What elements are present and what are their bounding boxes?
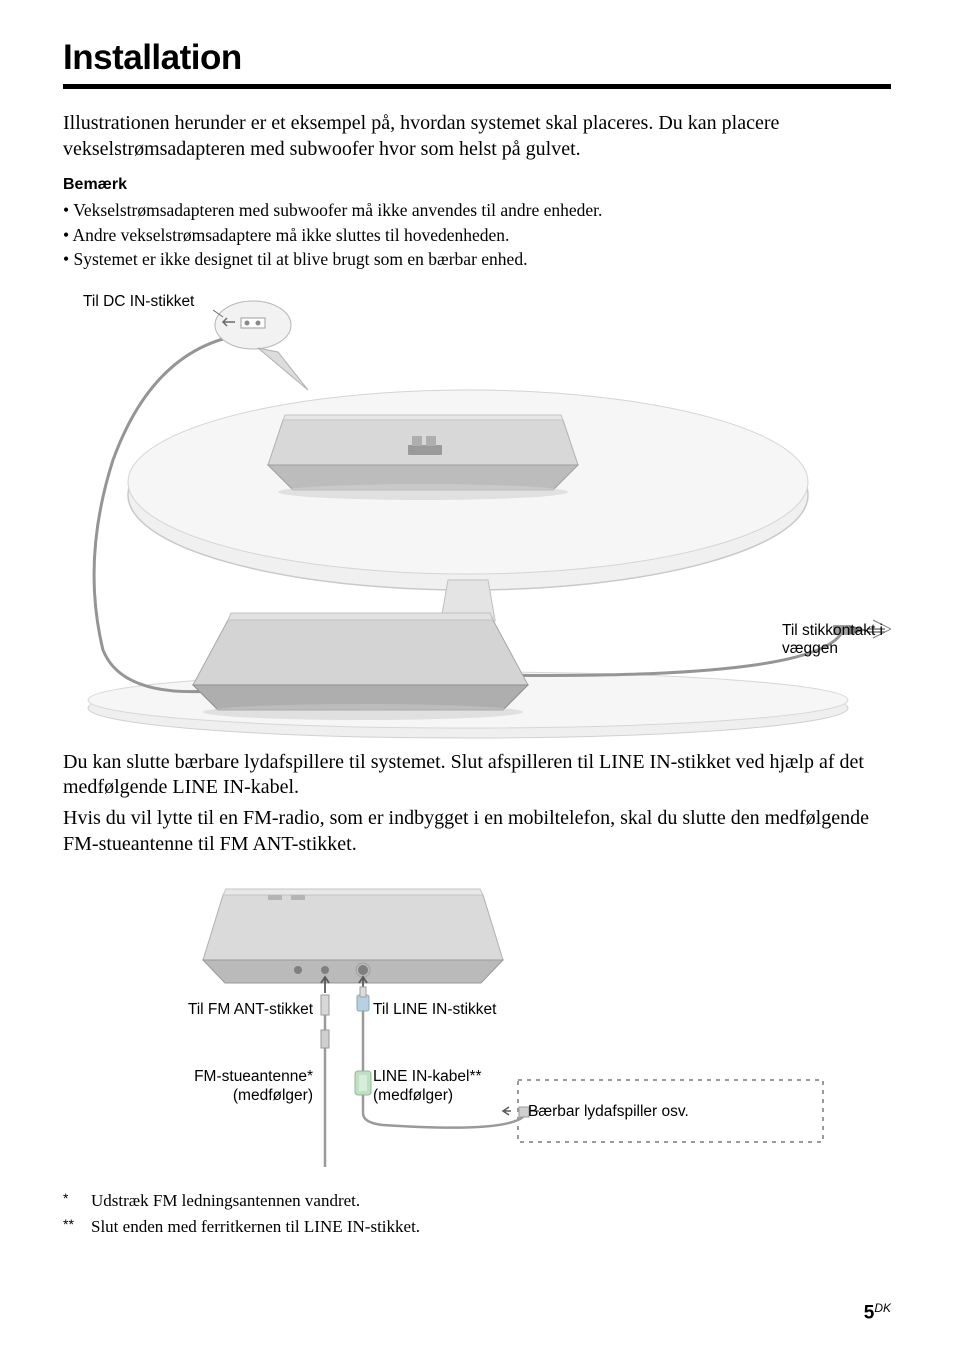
title-rule xyxy=(63,84,891,89)
footnote-2-text: Slut enden med ferritkernen til LINE IN-… xyxy=(91,1214,420,1240)
line-in-cable-label: LINE IN-kabel** (medfølger) xyxy=(373,1068,482,1105)
footnote-1-text: Udstræk FM ledningsantennen vandret. xyxy=(91,1188,360,1214)
mid-paragraph-1: Du kan slutte bærbare lydafspillere til … xyxy=(63,750,891,801)
connections-diagram: Til FM ANT-stikket Til LINE IN-stikket F… xyxy=(63,875,891,1170)
line-in-cable-line1: LINE IN-kabel** xyxy=(373,1068,482,1085)
note-item: Andre vekselstrømsadaptere må ikke slutt… xyxy=(63,223,891,248)
footnote-1-mark: * xyxy=(63,1188,91,1214)
page-title: Installation xyxy=(63,38,891,78)
portable-player-label: Bærbar lydafspiller osv. xyxy=(528,1103,689,1122)
installation-diagram: Til DC IN-stikket Til stikkontakt i vægg… xyxy=(63,280,891,740)
page-lang: DK xyxy=(874,1301,891,1315)
wall-outlet-callout: Til stikkontakt i væggen xyxy=(782,622,883,659)
wall-callout-line2: væggen xyxy=(782,640,838,657)
note-item: Systemet er ikke designet til at blive b… xyxy=(63,247,891,272)
note-heading: Bemærk xyxy=(63,176,891,194)
fm-antenna-line2: (medfølger) xyxy=(233,1087,313,1104)
footnote-2: ** Slut enden med ferritkernen til LINE … xyxy=(63,1214,891,1240)
intro-paragraph: Illustrationen herunder er et eksempel p… xyxy=(63,111,891,162)
footnote-1: * Udstræk FM ledningsantennen vandret. xyxy=(63,1188,891,1214)
installation-svg xyxy=(63,280,891,740)
wall-callout-line1: Til stikkontakt i xyxy=(782,622,883,639)
note-item: Vekselstrømsadapteren med subwoofer må i… xyxy=(63,198,891,223)
page-number: 5 xyxy=(864,1302,875,1323)
note-list: Vekselstrømsadapteren med subwoofer må i… xyxy=(63,198,891,272)
page-footer: 5DK xyxy=(864,1301,891,1324)
line-in-callout: Til LINE IN-stikket xyxy=(373,1001,496,1020)
footnote-2-mark: ** xyxy=(63,1214,91,1240)
fm-ant-callout: Til FM ANT-stikket xyxy=(123,1001,313,1020)
mid-paragraph-2: Hvis du vil lytte til en FM-radio, som e… xyxy=(63,806,891,857)
fm-antenna-line1: FM-stueantenne* xyxy=(194,1068,313,1085)
line-in-cable-line2: (medfølger) xyxy=(373,1087,453,1104)
connections-svg xyxy=(63,875,891,1170)
fm-antenna-label: FM-stueantenne* (medfølger) xyxy=(123,1068,313,1105)
dc-in-callout: Til DC IN-stikket xyxy=(83,293,194,312)
footnotes: * Udstræk FM ledningsantennen vandret. *… xyxy=(63,1188,891,1239)
